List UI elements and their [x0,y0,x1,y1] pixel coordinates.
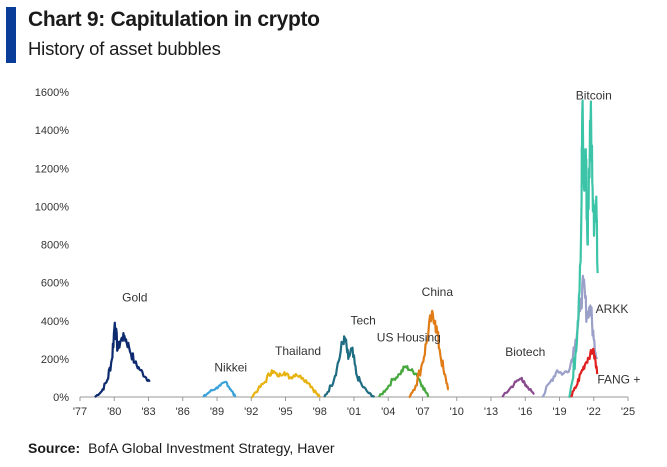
y-tick-label: 200% [41,354,69,366]
y-tick-label: 600% [41,278,69,290]
x-tick-label: '92 [244,406,258,418]
series-label: ARKK [596,302,629,316]
series-label: China [422,285,454,299]
axes: 0% 200% 400% 600% 800% 1000% 1200% 1400% 1600% '7… [35,87,635,418]
chart-title: Chart 9: Capitulation in crypto [28,8,320,31]
chart-plot: 0% 200% 400% 600% 800% 1000% 1200% 1400% 1600% '7… [35,87,641,418]
x-tick-label: '89 [210,406,224,418]
x-tick-label: '19 [552,406,566,418]
y-tick-label: 400% [41,316,69,328]
x-tick-label: '10 [450,406,464,418]
series-group [94,99,599,399]
series-line-fang [570,347,599,398]
y-tick-label: 1200% [35,163,69,175]
x-tick-label: '16 [518,406,532,418]
y-tick-label: 1000% [35,201,69,213]
source-note: Source: BofA Global Investment Strategy, … [28,440,335,456]
x-tick-label: '13 [484,406,498,418]
series-line-nikkei [202,380,237,398]
source-text: BofA Global Investment Strategy, Haver [88,440,335,456]
x-tick-label: '01 [347,406,361,418]
series-line-gold [94,321,151,398]
series-label: Nikkei [214,360,247,374]
y-tick-label: 1600% [35,87,69,99]
accent-bar [6,7,16,63]
x-tick-label: '07 [415,406,429,418]
x-tick-label: '22 [587,406,601,418]
y-tick-label: 0% [53,392,69,404]
series-label: US Housing [377,331,441,345]
x-tick-label: '77 [73,406,87,418]
series-label: Tech [350,314,375,328]
series-line-us-housing [378,365,430,398]
series-label: Thailand [275,344,321,358]
series-label: Biotech [505,345,545,359]
series-label: Gold [122,291,147,305]
source-label: Source: [28,440,81,456]
series-line-arkk [541,274,599,398]
x-tick-label: '98 [313,406,327,418]
series-line-thailand [251,369,321,399]
x-tick-label: '86 [176,406,190,418]
x-tick-label: '80 [107,406,121,418]
x-tick-label: '83 [141,406,155,418]
series-label: FANG + [597,373,640,387]
series-label: Bitcoin [576,89,612,103]
series-line-biotech [501,376,535,398]
series-line-bitcoin [568,99,599,399]
x-tick-label: '25 [621,406,635,418]
y-tick-label: 800% [41,240,69,252]
chart-subtitle: History of asset bubbles [28,38,221,59]
x-tick-label: '95 [278,406,292,418]
x-tick-label: '04 [381,406,395,418]
series-line-tech [323,335,376,398]
y-tick-label: 1400% [35,125,69,137]
series-line-china [408,309,450,399]
